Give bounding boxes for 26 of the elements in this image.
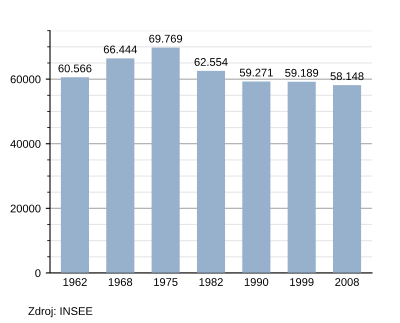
x-tick-label: 1968 — [108, 278, 132, 286]
bar — [106, 58, 134, 273]
x-tick-label: 2008 — [335, 278, 359, 286]
y-tick-label: 0 — [35, 269, 41, 278]
text: Zdroj: INSEE — [28, 306, 92, 318]
data-label: 66.444 — [104, 45, 137, 54]
data-label: 58.148 — [330, 72, 364, 80]
data-label: 59.189 — [285, 68, 318, 77]
y-tick-label: 20000 — [10, 204, 41, 212]
x-tick-label: 1990 — [244, 278, 268, 286]
x-tick-label: 1999 — [290, 278, 314, 286]
x-tick-label: 1982 — [199, 278, 223, 286]
data-label: 60.566 — [58, 64, 92, 72]
data-label: 59.271 — [240, 68, 273, 77]
bar — [242, 81, 270, 273]
x-tick-label: 1962 — [63, 278, 87, 286]
data-label: 69.769 — [149, 34, 182, 43]
bar — [332, 85, 362, 273]
y-tick-label: 60000 — [10, 75, 41, 84]
bar — [196, 70, 226, 273]
y-tick-label: 40000 — [10, 140, 41, 148]
bar — [288, 82, 316, 273]
data-label: 62.554 — [194, 58, 228, 66]
bar — [152, 48, 180, 273]
bar — [60, 77, 90, 273]
x-tick-label: 1975 — [154, 278, 178, 286]
